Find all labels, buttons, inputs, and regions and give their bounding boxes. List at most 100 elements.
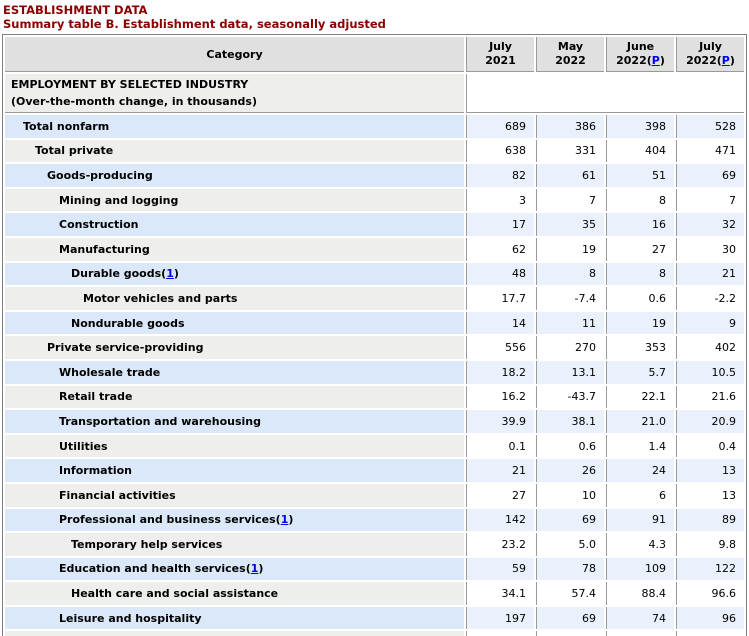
value-cell: 8 [536, 262, 604, 286]
value-cell: 689 [466, 115, 534, 138]
column-header-year: 2022(P) [616, 54, 665, 67]
value-cell: 18.2 [466, 360, 534, 384]
value-cell: 8 [606, 262, 674, 286]
value-cell: 21 [676, 262, 744, 286]
table-header-row: Category July 2021 May 2022 June 2022(P) July 2… [5, 37, 744, 72]
category-label: Professional and business services [59, 513, 276, 527]
category-label: Retail trade [59, 390, 133, 404]
value-cell: 48 [466, 262, 534, 286]
value-cell: 57.4 [536, 582, 604, 605]
value-cell: 14 [466, 311, 534, 335]
column-header-month: May [557, 40, 584, 53]
value-cell: 32 [676, 213, 744, 236]
value-cell: 82 [466, 164, 534, 187]
category-cell: Other services [5, 631, 464, 636]
value-cell: 69 [536, 606, 604, 630]
category-cell: Temporary help services [5, 533, 464, 556]
section-empty-cells [466, 74, 744, 113]
table-row: Financial activities 27 10 6 13 [5, 483, 744, 507]
value-cell: 21 [466, 459, 534, 482]
table-row: Health care and social assistance 34.1 57.… [5, 582, 744, 605]
value-cell: 23.2 [466, 533, 534, 556]
value-cell: 528 [676, 115, 744, 138]
value-cell: 20.9 [676, 410, 744, 433]
column-header-year: 2022(P) [686, 54, 735, 67]
value-cell: 38.1 [536, 410, 604, 433]
category-cell: Total nonfarm [5, 115, 464, 138]
value-cell: 96 [676, 606, 744, 630]
value-cell: 8 [606, 188, 674, 212]
category-cell: Health care and social assistance [5, 582, 464, 605]
table-row: Wholesale trade 18.2 13.1 5.7 10.5 [5, 360, 744, 384]
category-cell: Leisure and hospitality [5, 606, 464, 630]
value-cell: 88.4 [606, 582, 674, 605]
category-label: Temporary help services [71, 537, 223, 551]
value-cell: 0.4 [676, 434, 744, 458]
value-cell: 556 [466, 336, 534, 359]
category-cell: Durable goods(1) [5, 262, 464, 286]
value-cell: 15 [676, 631, 744, 636]
section-header-row: EMPLOYMENT BY SELECTED INDUSTRY (Over-th… [5, 74, 744, 113]
value-cell: 7 [676, 188, 744, 212]
category-cell: Mining and logging [5, 188, 464, 212]
value-cell: 78 [536, 557, 604, 581]
category-label: Total private [35, 144, 114, 158]
preliminary-footnote-link[interactable]: P [651, 54, 660, 67]
value-cell: 39.9 [466, 410, 534, 433]
page-header: ESTABLISHMENT DATA Summary table B. Esta… [0, 0, 749, 34]
value-cell: -2.2 [676, 287, 744, 310]
value-cell: 69 [536, 508, 604, 532]
value-cell: 331 [536, 139, 604, 163]
category-cell: Wholesale trade [5, 360, 464, 384]
value-cell: 13 [676, 483, 744, 507]
value-cell: 197 [466, 606, 534, 630]
value-cell: 5.7 [606, 360, 674, 384]
footnote-1-link[interactable]: 1 [166, 267, 174, 281]
value-cell: 21.0 [606, 410, 674, 433]
category-label: Utilities [59, 439, 108, 453]
column-header-month: July [699, 40, 722, 53]
category-cell: Nondurable goods [5, 311, 464, 335]
value-cell: 353 [606, 336, 674, 359]
establishment-data-table: Category July 2021 May 2022 June 2022(P) July 2… [2, 34, 747, 636]
category-cell: Total private [5, 139, 464, 163]
value-cell: 3 [466, 188, 534, 212]
category-cell: Transportation and warehousing [5, 410, 464, 433]
table-row: Total private 638 331 404 471 [5, 139, 744, 163]
table-row: Utilities 0.1 0.6 1.4 0.4 [5, 434, 744, 458]
value-cell: 17.7 [466, 287, 534, 310]
page-title: ESTABLISHMENT DATA [3, 3, 148, 17]
column-header-july-2022: July 2022(P) [676, 37, 744, 72]
value-cell: 142 [466, 508, 534, 532]
footnote-1-link[interactable]: 1 [250, 562, 259, 576]
table-row: Construction 17 35 16 32 [5, 213, 744, 236]
category-label: Total nonfarm [23, 119, 110, 133]
table-row: Temporary help services 23.2 5.0 4.3 9.8 [5, 533, 744, 556]
table-row: Information 21 26 24 13 [5, 459, 744, 482]
value-cell: 35 [536, 213, 604, 236]
value-cell: 404 [606, 139, 674, 163]
column-header-month: July [489, 40, 512, 53]
category-label: Goods-producing [47, 168, 153, 182]
section-header: EMPLOYMENT BY SELECTED INDUSTRY (Over-th… [5, 74, 464, 113]
value-cell: 471 [676, 139, 744, 163]
table-row: Private service-providing 556 270 353 402 [5, 336, 744, 359]
value-cell: 6 [606, 483, 674, 507]
value-cell: 122 [676, 557, 744, 581]
value-cell: -1 [606, 631, 674, 636]
value-cell: 5.0 [536, 533, 604, 556]
value-cell: 16.2 [466, 385, 534, 409]
value-cell: 0.6 [606, 287, 674, 310]
footnote-1-link[interactable]: 1 [280, 513, 289, 527]
value-cell: 36 [466, 631, 534, 636]
category-cell: Information [5, 459, 464, 482]
value-cell: -7.4 [536, 287, 604, 310]
category-label: Construction [59, 218, 139, 232]
value-cell: 34.1 [466, 582, 534, 605]
value-cell: 386 [536, 115, 604, 138]
category-cell: Goods-producing [5, 164, 464, 187]
value-cell: 10.5 [676, 360, 744, 384]
section-title: EMPLOYMENT BY SELECTED INDUSTRY [11, 78, 249, 91]
value-cell: 59 [466, 557, 534, 581]
preliminary-footnote-link[interactable]: P [721, 54, 730, 67]
